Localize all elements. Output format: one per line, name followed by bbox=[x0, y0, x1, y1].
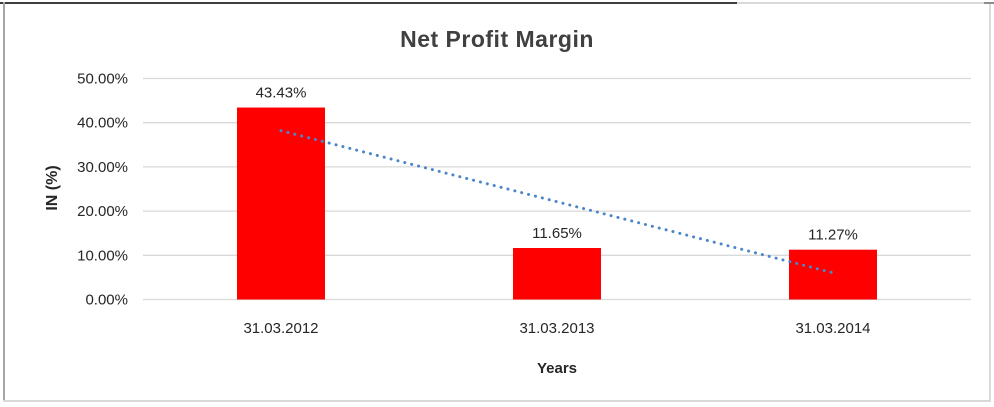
y-tick-label: 10.00% bbox=[77, 247, 128, 264]
y-tick-label: 40.00% bbox=[77, 115, 128, 132]
trendline-dotted bbox=[279, 129, 835, 275]
y-tick-label: 20.00% bbox=[77, 203, 128, 220]
frame-border-top-corner bbox=[984, 2, 994, 4]
x-tick-label: 31.03.2014 bbox=[795, 320, 870, 337]
bar-31.03.2013 bbox=[513, 248, 601, 300]
y-tick-label: 0.00% bbox=[85, 292, 128, 309]
y-tick-label: 50.00% bbox=[77, 71, 128, 88]
x-axis-title: Years bbox=[536, 360, 578, 377]
chart-title: Net Profit Margin bbox=[400, 26, 594, 52]
bar-data-label: 43.43% bbox=[256, 85, 307, 102]
bar-31.03.2014 bbox=[789, 249, 877, 300]
frame-border-bottom bbox=[3, 400, 991, 402]
bar-31.03.2012 bbox=[237, 107, 325, 300]
frame-border-top-dark bbox=[0, 2, 737, 4]
bar-data-label: 11.27% bbox=[808, 227, 858, 244]
x-tick-label: 31.03.2012 bbox=[243, 320, 318, 337]
bar-data-label: 11.65% bbox=[532, 225, 582, 242]
frame-border-left bbox=[3, 2, 5, 402]
y-tick-label: 30.00% bbox=[77, 159, 128, 176]
frame-border-top-light bbox=[737, 2, 984, 4]
frame-border-right bbox=[989, 4, 991, 402]
x-tick-label: 31.03.2013 bbox=[519, 320, 594, 337]
